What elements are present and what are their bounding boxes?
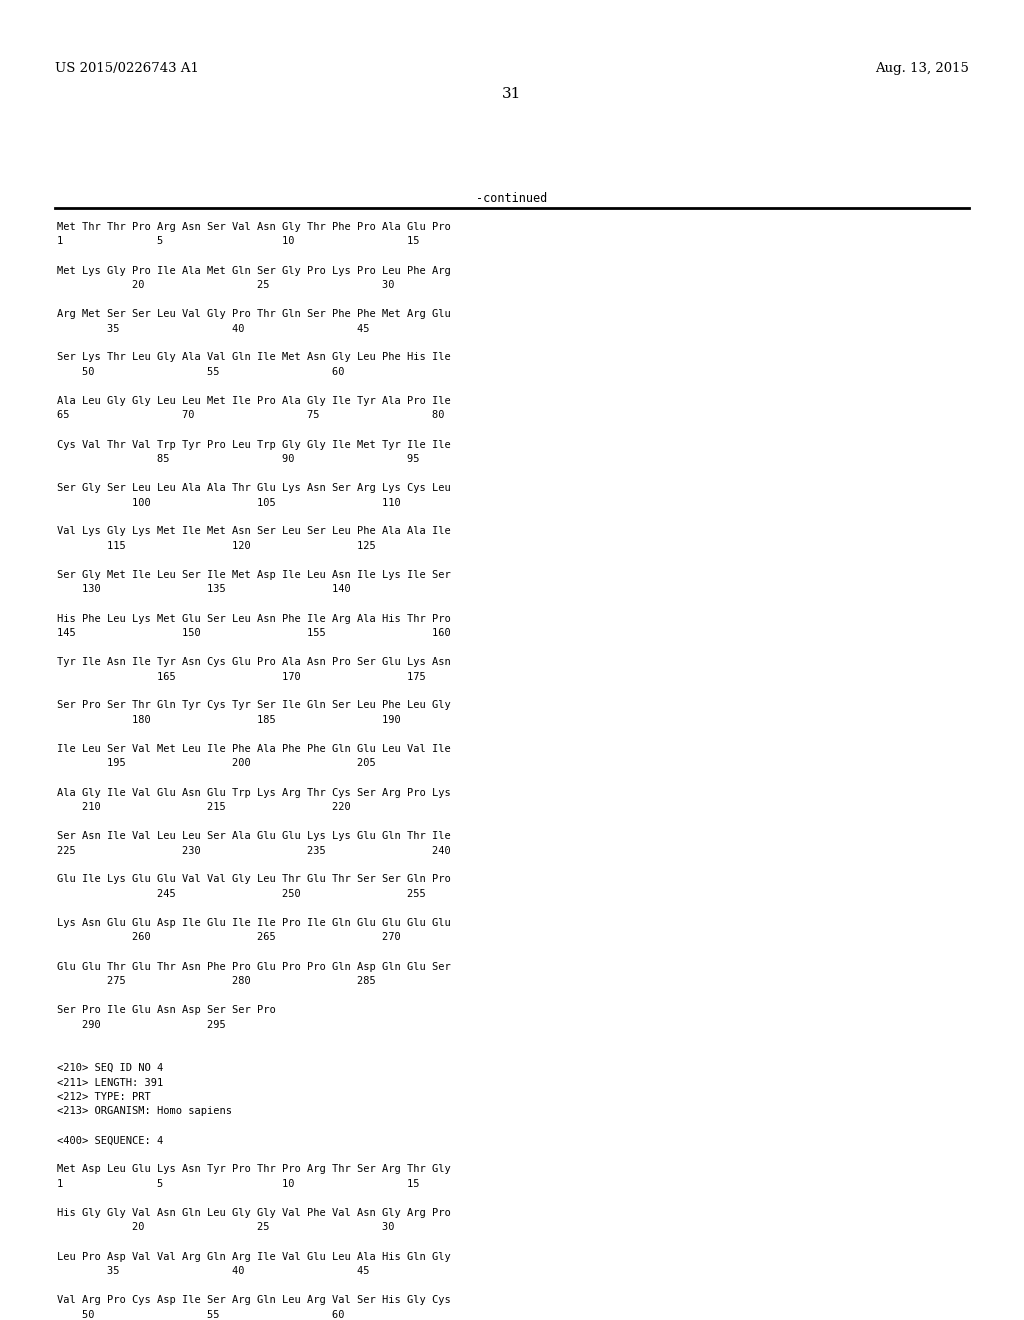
Text: Met Thr Thr Pro Arg Asn Ser Val Asn Gly Thr Phe Pro Ala Glu Pro: Met Thr Thr Pro Arg Asn Ser Val Asn Gly … (57, 222, 451, 232)
Text: Glu Ile Lys Glu Glu Val Val Gly Leu Thr Glu Thr Ser Ser Gln Pro: Glu Ile Lys Glu Glu Val Val Gly Leu Thr … (57, 874, 451, 884)
Text: Met Asp Leu Glu Lys Asn Tyr Pro Thr Pro Arg Thr Ser Arg Thr Gly: Met Asp Leu Glu Lys Asn Tyr Pro Thr Pro … (57, 1164, 451, 1175)
Text: <212> TYPE: PRT: <212> TYPE: PRT (57, 1092, 151, 1102)
Text: Ser Lys Thr Leu Gly Ala Val Gln Ile Met Asn Gly Leu Phe His Ile: Ser Lys Thr Leu Gly Ala Val Gln Ile Met … (57, 352, 451, 363)
Text: 35                  40                  45: 35 40 45 (57, 1266, 370, 1276)
Text: Ile Leu Ser Val Met Leu Ile Phe Ala Phe Phe Gln Glu Leu Val Ile: Ile Leu Ser Val Met Leu Ile Phe Ala Phe … (57, 744, 451, 754)
Text: <213> ORGANISM: Homo sapiens: <213> ORGANISM: Homo sapiens (57, 1106, 232, 1117)
Text: Ser Asn Ile Val Leu Leu Ser Ala Glu Glu Lys Lys Glu Gln Thr Ile: Ser Asn Ile Val Leu Leu Ser Ala Glu Glu … (57, 832, 451, 841)
Text: Ser Pro Ser Thr Gln Tyr Cys Tyr Ser Ile Gln Ser Leu Phe Leu Gly: Ser Pro Ser Thr Gln Tyr Cys Tyr Ser Ile … (57, 701, 451, 710)
Text: Val Arg Pro Cys Asp Ile Ser Arg Gln Leu Arg Val Ser His Gly Cys: Val Arg Pro Cys Asp Ile Ser Arg Gln Leu … (57, 1295, 451, 1305)
Text: 50                  55                  60: 50 55 60 (57, 367, 344, 378)
Text: 20                  25                  30: 20 25 30 (57, 280, 394, 290)
Text: US 2015/0226743 A1: US 2015/0226743 A1 (55, 62, 199, 75)
Text: Aug. 13, 2015: Aug. 13, 2015 (876, 62, 969, 75)
Text: Met Lys Gly Pro Ile Ala Met Gln Ser Gly Pro Lys Pro Leu Phe Arg: Met Lys Gly Pro Ile Ala Met Gln Ser Gly … (57, 265, 451, 276)
Text: 245                 250                 255: 245 250 255 (57, 888, 426, 899)
Text: Lys Asn Glu Glu Asp Ile Glu Ile Ile Pro Ile Gln Glu Glu Glu Glu: Lys Asn Glu Glu Asp Ile Glu Ile Ile Pro … (57, 917, 451, 928)
Text: 31: 31 (503, 87, 521, 102)
Text: 145                 150                 155                 160: 145 150 155 160 (57, 628, 451, 638)
Text: 20                  25                  30: 20 25 30 (57, 1222, 394, 1233)
Text: 1               5                   10                  15: 1 5 10 15 (57, 236, 420, 247)
Text: Leu Pro Asp Val Val Arg Gln Arg Ile Val Glu Leu Ala His Gln Gly: Leu Pro Asp Val Val Arg Gln Arg Ile Val … (57, 1251, 451, 1262)
Text: 100                 105                 110: 100 105 110 (57, 498, 400, 507)
Text: 180                 185                 190: 180 185 190 (57, 715, 400, 725)
Text: <210> SEQ ID NO 4: <210> SEQ ID NO 4 (57, 1063, 163, 1073)
Text: Ala Gly Ile Val Glu Asn Glu Trp Lys Arg Thr Cys Ser Arg Pro Lys: Ala Gly Ile Val Glu Asn Glu Trp Lys Arg … (57, 788, 451, 797)
Text: 130                 135                 140: 130 135 140 (57, 585, 351, 594)
Text: 195                 200                 205: 195 200 205 (57, 759, 376, 768)
Text: 65                  70                  75                  80: 65 70 75 80 (57, 411, 444, 421)
Text: His Gly Gly Val Asn Gln Leu Gly Gly Val Phe Val Asn Gly Arg Pro: His Gly Gly Val Asn Gln Leu Gly Gly Val … (57, 1208, 451, 1218)
Text: Arg Met Ser Ser Leu Val Gly Pro Thr Gln Ser Phe Phe Met Arg Glu: Arg Met Ser Ser Leu Val Gly Pro Thr Gln … (57, 309, 451, 319)
Text: 35                  40                  45: 35 40 45 (57, 323, 370, 334)
Text: 225                 230                 235                 240: 225 230 235 240 (57, 846, 451, 855)
Text: Ser Pro Ile Glu Asn Asp Ser Ser Pro: Ser Pro Ile Glu Asn Asp Ser Ser Pro (57, 1005, 275, 1015)
Text: 115                 120                 125: 115 120 125 (57, 541, 376, 550)
Text: Ser Gly Ser Leu Leu Ala Ala Thr Glu Lys Asn Ser Arg Lys Cys Leu: Ser Gly Ser Leu Leu Ala Ala Thr Glu Lys … (57, 483, 451, 492)
Text: <211> LENGTH: 391: <211> LENGTH: 391 (57, 1077, 163, 1088)
Text: 85                  90                  95: 85 90 95 (57, 454, 420, 465)
Text: 210                 215                 220: 210 215 220 (57, 803, 351, 812)
Text: Glu Glu Thr Glu Thr Asn Phe Pro Glu Pro Pro Gln Asp Gln Glu Ser: Glu Glu Thr Glu Thr Asn Phe Pro Glu Pro … (57, 961, 451, 972)
Text: Val Lys Gly Lys Met Ile Met Asn Ser Leu Ser Leu Phe Ala Ala Ile: Val Lys Gly Lys Met Ile Met Asn Ser Leu … (57, 527, 451, 536)
Text: Ala Leu Gly Gly Leu Leu Met Ile Pro Ala Gly Ile Tyr Ala Pro Ile: Ala Leu Gly Gly Leu Leu Met Ile Pro Ala … (57, 396, 451, 407)
Text: Cys Val Thr Val Trp Tyr Pro Leu Trp Gly Gly Ile Met Tyr Ile Ile: Cys Val Thr Val Trp Tyr Pro Leu Trp Gly … (57, 440, 451, 450)
Text: 275                 280                 285: 275 280 285 (57, 975, 376, 986)
Text: 1               5                   10                  15: 1 5 10 15 (57, 1179, 420, 1189)
Text: -continued: -continued (476, 191, 548, 205)
Text: <400> SEQUENCE: 4: <400> SEQUENCE: 4 (57, 1135, 163, 1146)
Text: His Phe Leu Lys Met Glu Ser Leu Asn Phe Ile Arg Ala His Thr Pro: His Phe Leu Lys Met Glu Ser Leu Asn Phe … (57, 614, 451, 623)
Text: Ser Gly Met Ile Leu Ser Ile Met Asp Ile Leu Asn Ile Lys Ile Ser: Ser Gly Met Ile Leu Ser Ile Met Asp Ile … (57, 570, 451, 579)
Text: Tyr Ile Asn Ile Tyr Asn Cys Glu Pro Ala Asn Pro Ser Glu Lys Asn: Tyr Ile Asn Ile Tyr Asn Cys Glu Pro Ala … (57, 657, 451, 667)
Text: 290                 295: 290 295 (57, 1019, 225, 1030)
Text: 165                 170                 175: 165 170 175 (57, 672, 426, 681)
Text: 50                  55                  60: 50 55 60 (57, 1309, 344, 1320)
Text: 260                 265                 270: 260 265 270 (57, 932, 400, 942)
